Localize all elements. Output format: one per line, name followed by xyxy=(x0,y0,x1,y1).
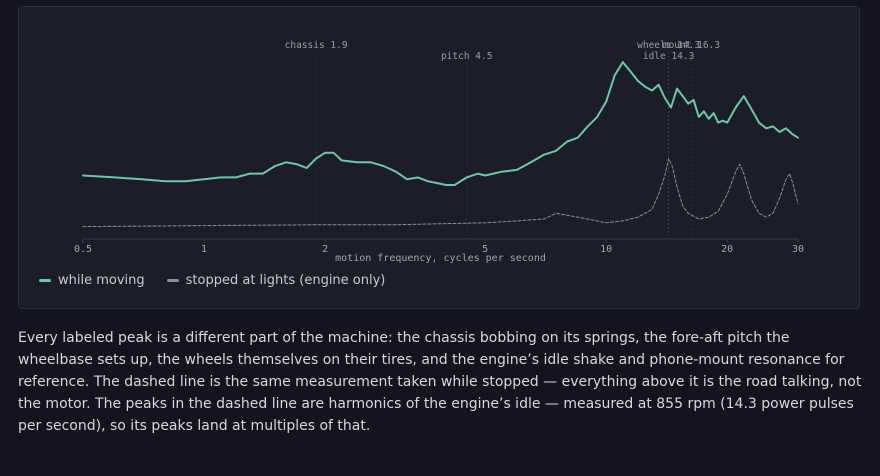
legend-swatch-stopped xyxy=(166,279,179,282)
x-tick-label: 5 xyxy=(482,244,488,255)
caption-text: Every labeled peak is a different part o… xyxy=(18,330,862,434)
series-line-0 xyxy=(82,61,799,186)
legend-swatch-moving xyxy=(39,279,51,282)
series-line-1 xyxy=(82,158,799,228)
legend-label-stopped: stopped at lights (engine only) xyxy=(185,273,386,288)
x-tick-label: 0.5 xyxy=(74,244,92,255)
annotation-label: idle 14.3 xyxy=(643,51,694,62)
annotation-label: mount 16.3 xyxy=(663,40,720,51)
chart-card: chassis 1.9 pitch 4.5 wheels 14.3 mount 16.… xyxy=(18,6,860,309)
x-tick-label: 20 xyxy=(721,244,733,255)
annotation-label: pitch 4.5 xyxy=(441,51,492,62)
annotation-label: wheels 14.3 xyxy=(637,40,700,51)
x-tick-label: 2 xyxy=(322,244,328,255)
x-tick-label: 30 xyxy=(792,244,804,255)
legend: while moving stopped at lights (engine o… xyxy=(39,273,385,288)
legend-item-moving[interactable]: while moving xyxy=(39,273,145,288)
x-axis-label: motion frequency, cycles per second xyxy=(335,253,546,264)
legend-label-moving: while moving xyxy=(58,273,145,288)
x-tick-label: 10 xyxy=(600,244,612,255)
x-tick-layer: 0.5 1 2 5 10 20 30 xyxy=(74,239,804,255)
annotation-label: chassis 1.9 xyxy=(285,40,348,51)
series-layer xyxy=(82,61,799,228)
legend-item-stopped[interactable]: stopped at lights (engine only) xyxy=(166,273,386,288)
x-tick-label: 1 xyxy=(201,244,207,255)
